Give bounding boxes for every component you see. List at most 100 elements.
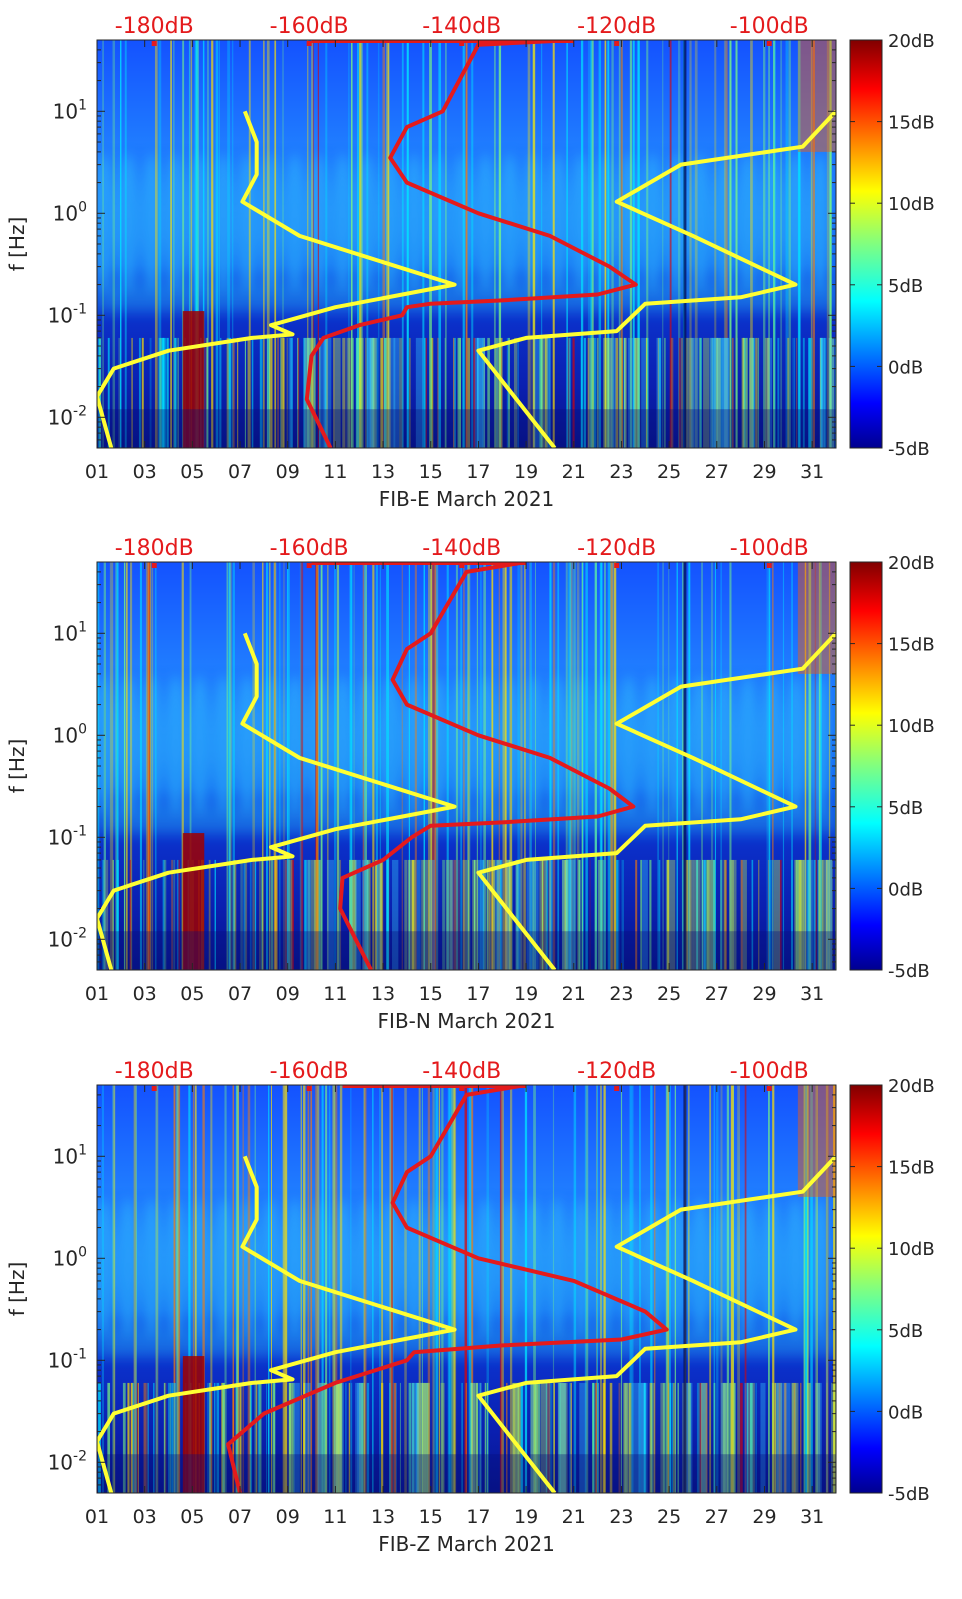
spectral-stripe bbox=[477, 337, 479, 448]
x-axis-label: FIB-Z March 2021 bbox=[378, 1532, 555, 1556]
spectral-stripe bbox=[382, 40, 386, 448]
spectral-stripe bbox=[479, 1382, 482, 1493]
spectral-stripe bbox=[729, 40, 732, 448]
spectral-stripe bbox=[808, 562, 812, 970]
spectral-stripe bbox=[682, 562, 684, 970]
spectral-stripe bbox=[580, 40, 584, 448]
spectral-stripe bbox=[703, 859, 706, 970]
spectral-stripe bbox=[665, 859, 668, 970]
spectral-stripe bbox=[116, 562, 119, 970]
low-freq-column bbox=[803, 859, 808, 970]
spectral-stripe bbox=[290, 337, 293, 448]
spectral-stripe bbox=[815, 1085, 818, 1493]
spectral-stripe bbox=[270, 1085, 273, 1493]
series-line-yellow-left bbox=[97, 632, 457, 970]
diurnal-blob bbox=[164, 1198, 187, 1339]
spectral-stripe bbox=[453, 337, 456, 448]
colorbar-label: 10dB bbox=[888, 1239, 935, 1260]
spectral-stripe bbox=[796, 337, 798, 448]
low-freq-column bbox=[722, 1382, 729, 1493]
spectral-stripe bbox=[461, 1382, 463, 1493]
spectral-stripe bbox=[517, 1382, 521, 1493]
spectral-stripe bbox=[221, 1382, 223, 1493]
spectral-stripe bbox=[609, 562, 611, 970]
spectral-stripe bbox=[828, 562, 831, 970]
spectral-stripe bbox=[744, 1085, 747, 1493]
top-axis-marker bbox=[306, 563, 312, 568]
x-tick-label: 13 bbox=[371, 983, 395, 1005]
spectral-stripe bbox=[815, 859, 818, 970]
spectral-stripe bbox=[458, 337, 461, 448]
diurnal-blob bbox=[617, 675, 640, 816]
spectral-stripe bbox=[597, 337, 600, 448]
spectral-stripe bbox=[214, 1382, 216, 1493]
spectral-stripe bbox=[791, 859, 793, 970]
spectral-stripe bbox=[304, 859, 307, 970]
colorbar-label: 20dB bbox=[888, 1076, 935, 1097]
spectral-stripe bbox=[431, 1085, 435, 1493]
spectral-stripe bbox=[196, 40, 199, 448]
spectral-stripe bbox=[102, 40, 104, 448]
spectral-stripe bbox=[417, 1382, 419, 1493]
spectral-stripe bbox=[629, 1085, 633, 1493]
spectral-stripe bbox=[810, 1085, 813, 1493]
low-freq-column bbox=[792, 1382, 797, 1493]
spectral-stripe bbox=[129, 562, 133, 970]
spectral-stripe bbox=[372, 1085, 374, 1493]
low-freq-column bbox=[794, 859, 802, 970]
y-tick-label: 101 bbox=[53, 1142, 87, 1168]
spectral-stripe bbox=[350, 1085, 352, 1493]
spectral-stripe bbox=[436, 562, 439, 970]
spectral-stripe bbox=[145, 1382, 148, 1493]
spectral-stripe bbox=[646, 40, 649, 448]
spectral-stripe bbox=[455, 562, 458, 970]
spectral-stripe bbox=[700, 1382, 702, 1493]
low-freq-column bbox=[513, 337, 518, 448]
diurnal-blob bbox=[569, 153, 592, 294]
spectral-stripe bbox=[224, 1085, 227, 1493]
spectral-stripe bbox=[389, 1085, 393, 1493]
y-tick-base: 10 bbox=[48, 927, 73, 951]
diurnal-blob bbox=[641, 153, 664, 294]
diurnal-blob bbox=[116, 1198, 139, 1339]
low-freq-column bbox=[764, 337, 770, 448]
low-freq-column bbox=[642, 859, 648, 970]
spectral-stripe bbox=[750, 1382, 753, 1493]
spectral-stripe bbox=[465, 40, 468, 448]
low-freq-column bbox=[703, 337, 710, 448]
spectral-stripe bbox=[483, 337, 486, 448]
low-freq-column bbox=[776, 1382, 783, 1493]
top-axis-label: -100dB bbox=[730, 1059, 809, 1084]
y-tick-base: 10 bbox=[53, 1144, 78, 1168]
spectral-stripe bbox=[524, 562, 526, 970]
spectral-stripe bbox=[259, 859, 261, 970]
spectral-stripe bbox=[449, 1085, 452, 1493]
spectral-stripe bbox=[476, 1382, 478, 1493]
spectral-stripe bbox=[725, 859, 727, 970]
y-tick-base: 10 bbox=[48, 303, 73, 327]
spectral-stripe bbox=[688, 1085, 690, 1493]
spectral-stripe bbox=[788, 40, 791, 448]
spectral-stripe bbox=[101, 859, 104, 970]
series-line-yellow-right bbox=[476, 1154, 836, 1493]
spectral-stripe bbox=[804, 562, 807, 970]
y-tick-label: 100 bbox=[53, 199, 87, 225]
spectral-stripe bbox=[676, 562, 678, 970]
spectral-stripe bbox=[444, 337, 446, 448]
spectral-stripe bbox=[215, 40, 218, 448]
top-axis-label: -140dB bbox=[422, 1059, 501, 1084]
spectral-stripe bbox=[124, 40, 127, 448]
spectral-stripe bbox=[582, 562, 584, 970]
spectral-stripe bbox=[316, 562, 319, 970]
spectral-stripe bbox=[255, 859, 257, 970]
spectral-stripe bbox=[280, 337, 282, 448]
spectral-stripe bbox=[300, 1085, 302, 1493]
spectral-stripe bbox=[803, 1085, 806, 1493]
diurnal-blob bbox=[450, 153, 473, 294]
spectral-stripe bbox=[509, 1085, 513, 1493]
low-freq-column bbox=[660, 1382, 664, 1493]
diurnal-blob bbox=[498, 1198, 521, 1339]
spectral-stripe bbox=[567, 337, 570, 448]
spectral-stripe bbox=[372, 337, 375, 448]
low-freq-column bbox=[686, 337, 694, 448]
